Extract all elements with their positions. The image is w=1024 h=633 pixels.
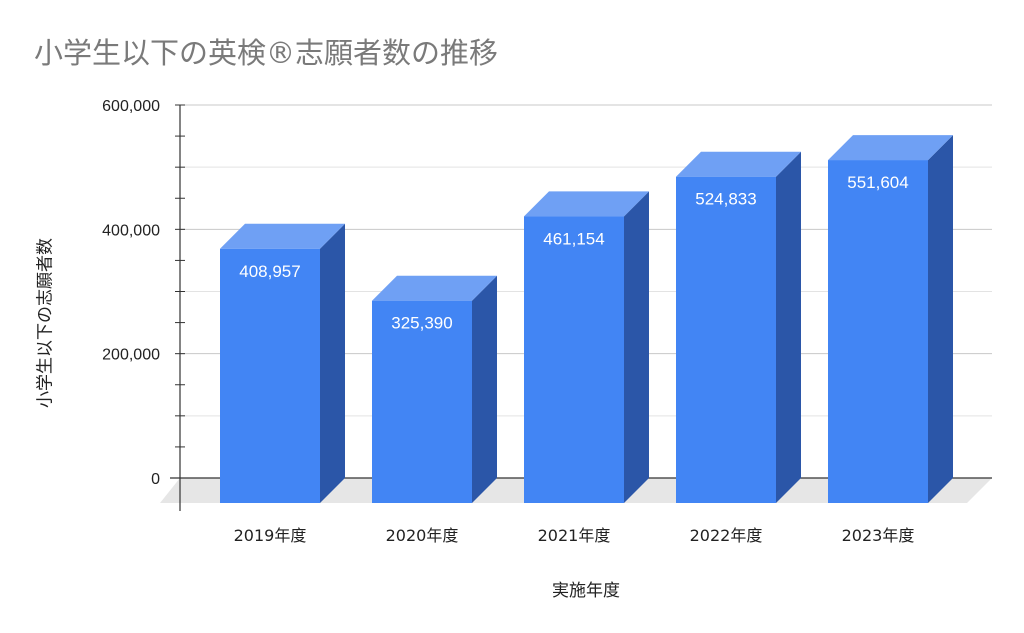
- y-tick-label: 200,000: [102, 347, 160, 364]
- y-tick-label: 400,000: [102, 222, 160, 239]
- bar-front-face: [524, 216, 624, 504]
- x-tick-label: 2022年度: [690, 526, 763, 545]
- bar-front-face: [828, 160, 928, 503]
- bar-front-face: [676, 176, 776, 503]
- x-tick-label: 2021年度: [538, 526, 611, 545]
- bar-top-face: [828, 135, 953, 161]
- bar-front-face: [220, 248, 320, 503]
- bar-2: [372, 275, 497, 503]
- bar-side-face: [320, 223, 345, 503]
- bar-side-face: [776, 151, 801, 503]
- bar-front-face: [372, 300, 472, 503]
- y-tick-label: 600,000: [102, 98, 160, 115]
- chart-title: 小学生以下の英検®志願者数の推移: [34, 36, 499, 70]
- y-tick-label: 0: [151, 471, 160, 488]
- bar-top-face: [676, 151, 801, 177]
- bar-5: [828, 135, 953, 503]
- data-label: 524,833: [695, 190, 756, 209]
- x-axis-title: 実施年度: [552, 581, 620, 601]
- bar-3: [524, 191, 649, 504]
- data-label: 408,957: [239, 262, 300, 281]
- x-tick-label: 2020年度: [386, 526, 459, 545]
- bar-top-face: [524, 191, 649, 217]
- x-tick-label: 2019年度: [234, 526, 307, 545]
- x-tick-label: 2023年度: [842, 526, 915, 545]
- data-label: 325,390: [391, 314, 452, 333]
- bar-side-face: [472, 275, 497, 503]
- bar-1: [220, 223, 345, 503]
- bar-4: [676, 151, 801, 503]
- bar-top-face: [220, 223, 345, 249]
- bar-side-face: [928, 135, 953, 503]
- bar-side-face: [624, 191, 649, 504]
- bar-top-face: [372, 275, 497, 301]
- data-label: 461,154: [543, 229, 604, 248]
- data-label: 551,604: [847, 173, 908, 192]
